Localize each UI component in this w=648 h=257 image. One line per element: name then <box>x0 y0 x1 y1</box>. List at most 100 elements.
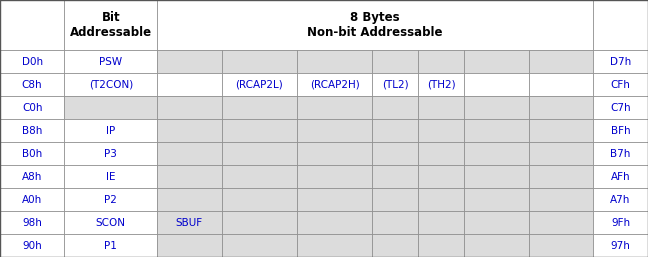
Bar <box>64 73 157 96</box>
Text: A8h: A8h <box>22 171 42 181</box>
Text: AFh: AFh <box>611 171 631 181</box>
Bar <box>0 119 64 142</box>
Bar <box>64 188 157 211</box>
Text: P2: P2 <box>104 195 117 205</box>
Bar <box>157 73 222 96</box>
Bar <box>222 188 297 211</box>
Text: (TH2): (TH2) <box>427 80 456 90</box>
Bar <box>64 119 157 142</box>
Text: B0h: B0h <box>22 149 42 159</box>
Bar <box>157 211 222 234</box>
Bar <box>372 211 419 234</box>
Bar <box>593 211 648 234</box>
Text: (RCAP2L): (RCAP2L) <box>235 80 283 90</box>
Bar <box>297 96 372 119</box>
Bar <box>419 50 465 73</box>
Bar <box>297 119 372 142</box>
Bar <box>157 165 222 188</box>
Bar <box>465 50 529 73</box>
Bar <box>157 0 593 50</box>
Bar <box>419 165 465 188</box>
Bar <box>372 96 419 119</box>
Text: B7h: B7h <box>610 149 631 159</box>
Bar <box>222 50 297 73</box>
Text: 98h: 98h <box>22 217 42 227</box>
Text: (RCAP2H): (RCAP2H) <box>310 80 360 90</box>
Bar <box>593 188 648 211</box>
Text: 97h: 97h <box>610 241 631 251</box>
Bar <box>222 165 297 188</box>
Bar <box>222 234 297 257</box>
Text: 9Fh: 9Fh <box>611 217 630 227</box>
Bar <box>529 142 593 165</box>
Bar <box>372 73 419 96</box>
Text: P3: P3 <box>104 149 117 159</box>
Bar <box>157 188 222 211</box>
Text: Bit
Addressable: Bit Addressable <box>70 11 152 39</box>
Bar <box>0 96 64 119</box>
Bar <box>529 188 593 211</box>
Bar <box>222 119 297 142</box>
Text: BFh: BFh <box>611 126 631 136</box>
Bar <box>593 165 648 188</box>
Bar <box>0 73 64 96</box>
Bar <box>297 50 372 73</box>
Text: SBUF: SBUF <box>176 217 203 227</box>
Bar <box>465 234 529 257</box>
Text: CFh: CFh <box>610 80 631 90</box>
Bar <box>0 50 64 73</box>
Bar <box>64 165 157 188</box>
Bar <box>157 142 222 165</box>
Bar <box>0 211 64 234</box>
Bar <box>0 165 64 188</box>
Bar <box>419 234 465 257</box>
Text: SCON: SCON <box>96 217 126 227</box>
Bar <box>465 211 529 234</box>
Bar <box>222 211 297 234</box>
Text: A7h: A7h <box>610 195 631 205</box>
Bar <box>372 165 419 188</box>
Bar <box>529 234 593 257</box>
Bar <box>465 165 529 188</box>
Text: D7h: D7h <box>610 57 631 67</box>
Bar <box>157 234 222 257</box>
Bar <box>297 211 372 234</box>
Bar <box>419 73 465 96</box>
Bar <box>0 142 64 165</box>
Bar <box>419 211 465 234</box>
Bar <box>593 96 648 119</box>
Text: C7h: C7h <box>610 103 631 113</box>
Bar <box>297 188 372 211</box>
Bar <box>0 0 64 50</box>
Bar <box>593 234 648 257</box>
Bar <box>419 188 465 211</box>
Bar <box>64 50 157 73</box>
Bar <box>372 142 419 165</box>
Bar <box>297 73 372 96</box>
Bar <box>593 142 648 165</box>
Text: C0h: C0h <box>22 103 42 113</box>
Bar <box>157 50 222 73</box>
Bar <box>0 234 64 257</box>
Bar <box>529 165 593 188</box>
Bar <box>419 119 465 142</box>
Bar <box>297 142 372 165</box>
Bar <box>64 96 157 119</box>
Text: B8h: B8h <box>22 126 42 136</box>
Text: PSW: PSW <box>99 57 122 67</box>
Text: C8h: C8h <box>22 80 43 90</box>
Bar <box>529 211 593 234</box>
Bar <box>593 73 648 96</box>
Bar <box>419 96 465 119</box>
Bar <box>529 50 593 73</box>
Bar <box>465 188 529 211</box>
Text: P1: P1 <box>104 241 117 251</box>
Bar <box>372 119 419 142</box>
Bar <box>529 73 593 96</box>
Bar <box>64 0 157 50</box>
Bar <box>64 211 157 234</box>
Bar <box>465 142 529 165</box>
Bar <box>465 96 529 119</box>
Bar <box>0 188 64 211</box>
Bar <box>529 119 593 142</box>
